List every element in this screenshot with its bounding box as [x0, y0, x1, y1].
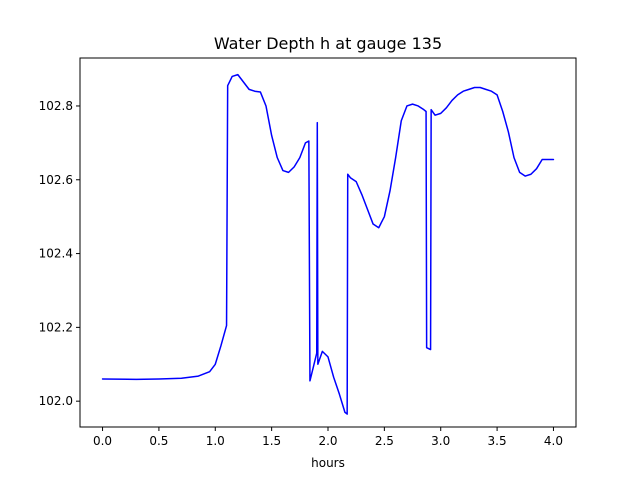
x-tick-label: 3.5 — [488, 434, 507, 448]
y-tick-label: 102.0 — [39, 394, 73, 408]
x-tick-label: 4.0 — [544, 434, 563, 448]
y-tick-label: 102.2 — [39, 320, 73, 334]
y-tick-label: 102.8 — [39, 99, 73, 113]
x-axis-label: hours — [311, 456, 345, 470]
x-tick-label: 3.0 — [431, 434, 450, 448]
x-tick-label: 1.5 — [262, 434, 281, 448]
x-tick-label: 1.0 — [206, 434, 225, 448]
series-line-0 — [101, 73, 555, 415]
x-tick-label: 0.5 — [149, 434, 168, 448]
plot-area: 0.0 0.5 1.0 1.5 2.0 2.5 3.0 3.5 4.0 102.0 102.2 102… — [39, 57, 577, 448]
x-tick-label: 0.0 — [93, 434, 112, 448]
y-tick-label: 102.6 — [39, 173, 73, 187]
x-tick-label: 2.5 — [375, 434, 394, 448]
chart-title: Water Depth h at gauge 135 — [214, 34, 442, 53]
x-tick-label: 2.0 — [318, 434, 337, 448]
y-tick-label: 102.4 — [39, 247, 73, 261]
